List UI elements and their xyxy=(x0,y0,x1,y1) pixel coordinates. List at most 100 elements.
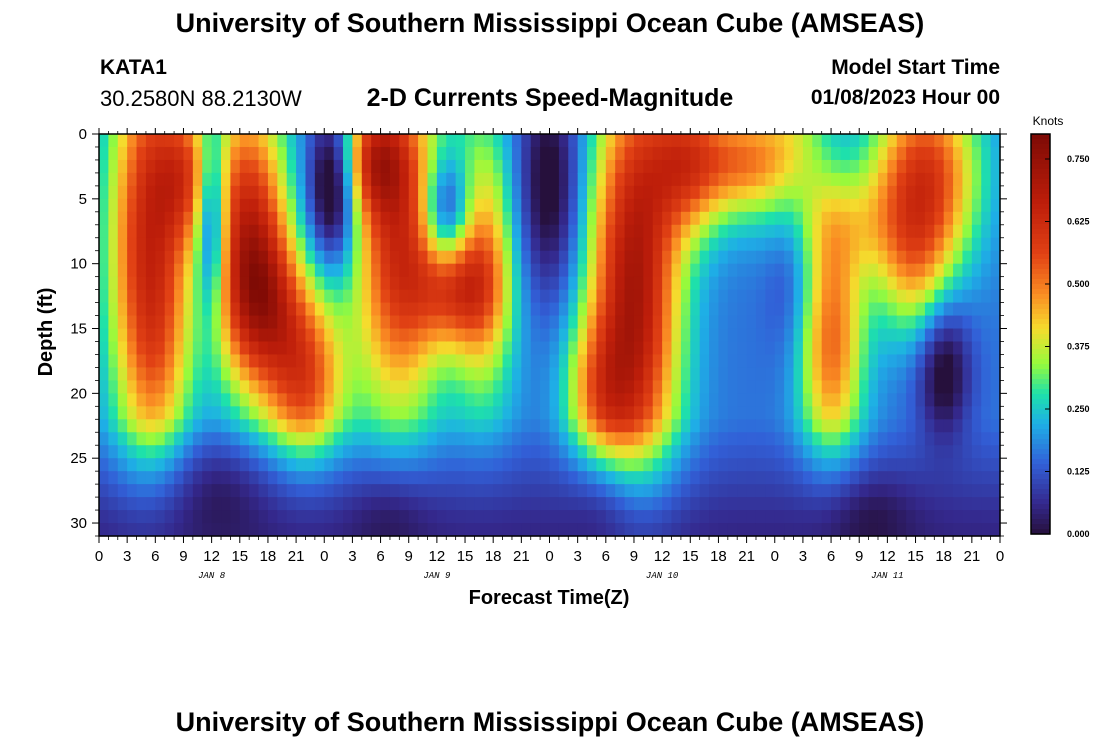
heatmap-cell xyxy=(521,458,532,472)
heatmap-cell xyxy=(530,380,541,394)
heatmap-cell xyxy=(108,380,119,394)
heatmap-cell xyxy=(493,393,504,407)
heatmap-cell xyxy=(727,393,738,407)
heatmap-cell xyxy=(765,445,776,459)
heatmap-cell xyxy=(615,471,626,485)
heatmap-cell xyxy=(643,432,654,446)
heatmap-cell xyxy=(108,289,119,304)
heatmap-cell xyxy=(558,484,569,498)
heatmap-cell xyxy=(296,250,307,265)
heatmap-cell xyxy=(540,380,551,394)
heatmap-cell xyxy=(333,159,344,174)
heatmap-cell xyxy=(380,185,391,200)
heatmap-cell xyxy=(596,419,607,433)
heatmap-cell xyxy=(174,471,185,485)
heatmap-cell xyxy=(605,445,616,459)
heatmap-cell xyxy=(314,276,325,291)
heatmap-cell xyxy=(596,250,607,265)
heatmap-cell xyxy=(615,146,626,161)
heatmap-cell xyxy=(221,146,231,161)
heatmap-cell xyxy=(145,510,156,524)
heatmap-cell xyxy=(962,458,973,472)
heatmap-cell xyxy=(258,172,269,187)
heatmap-cell xyxy=(286,328,297,343)
heatmap-cell xyxy=(821,458,832,472)
colorbar-segment xyxy=(1031,329,1050,335)
y-tick-label: 25 xyxy=(70,450,87,467)
heatmap-cell xyxy=(343,172,354,187)
heatmap-cell xyxy=(877,263,888,278)
heatmap-cell xyxy=(455,224,466,239)
heatmap-cell xyxy=(427,406,438,420)
heatmap-cell xyxy=(633,263,644,278)
heatmap-cell xyxy=(558,432,569,446)
heatmap-cell xyxy=(934,393,945,407)
heatmap-cell xyxy=(408,159,419,174)
heatmap-cell xyxy=(718,250,729,265)
heatmap-cell xyxy=(859,393,870,407)
heatmap-cell xyxy=(389,523,400,537)
heatmap-cell xyxy=(877,523,888,537)
heatmap-cell xyxy=(352,315,363,330)
heatmap-cell xyxy=(136,380,147,394)
heatmap-cell xyxy=(671,393,682,407)
heatmap-cell xyxy=(793,237,804,252)
heatmap-cell xyxy=(493,458,504,472)
heatmap-cell xyxy=(699,523,710,537)
heatmap-cell xyxy=(314,406,325,420)
heatmap-cell xyxy=(192,406,203,420)
colorbar-segment xyxy=(1031,449,1050,455)
colorbar-segment xyxy=(1031,379,1050,385)
heatmap-cell xyxy=(324,302,335,317)
heatmap-cell xyxy=(727,406,738,420)
heatmap-cell xyxy=(990,263,1001,278)
heatmap-cell xyxy=(380,484,391,498)
heatmap-cell xyxy=(211,146,222,161)
heatmap-cell xyxy=(455,263,466,278)
heatmap-cell xyxy=(127,484,138,498)
heatmap-cell xyxy=(558,510,569,524)
heatmap-cell xyxy=(643,315,654,330)
heatmap-cell xyxy=(765,185,776,200)
heatmap-cell xyxy=(155,380,166,394)
heatmap-cell xyxy=(680,354,691,369)
heatmap-cell xyxy=(333,302,344,317)
heatmap-cell xyxy=(99,432,109,446)
heatmap-cell xyxy=(314,289,325,304)
heatmap-cell xyxy=(990,302,1001,317)
heatmap-cell xyxy=(296,134,307,148)
heatmap-cell xyxy=(868,172,879,187)
colorbar-segment xyxy=(1031,189,1050,195)
heatmap-cell xyxy=(793,315,804,330)
heatmap-cell xyxy=(896,445,907,459)
heatmap-cell xyxy=(136,289,147,304)
heatmap-cell xyxy=(117,419,128,433)
heatmap-cell xyxy=(558,276,569,291)
heatmap-cell xyxy=(530,458,541,472)
heatmap-cell xyxy=(314,198,325,213)
heatmap-cell xyxy=(239,367,250,381)
heatmap-cell xyxy=(230,354,241,369)
heatmap-cell xyxy=(343,380,354,394)
heatmap-cell xyxy=(624,328,635,343)
heatmap-cell xyxy=(211,484,222,498)
heatmap-cell xyxy=(793,172,804,187)
heatmap-cell xyxy=(211,445,222,459)
heatmap-cell xyxy=(793,134,804,148)
heatmap-cell xyxy=(540,315,551,330)
heatmap-cell xyxy=(211,523,222,537)
heatmap-cell xyxy=(530,484,541,498)
heatmap-cell xyxy=(671,523,682,537)
heatmap-cell xyxy=(455,302,466,317)
heatmap-cell xyxy=(192,263,203,278)
heatmap-cell xyxy=(558,315,569,330)
heatmap-cell xyxy=(343,224,354,239)
heatmap-cell xyxy=(633,237,644,252)
heatmap-cell xyxy=(483,315,494,330)
heatmap-cell xyxy=(953,250,964,265)
heatmap-cell xyxy=(502,497,513,511)
heatmap-cell xyxy=(577,406,588,420)
heatmap-cell xyxy=(267,419,278,433)
heatmap-cell xyxy=(877,289,888,304)
heatmap-cell xyxy=(399,159,410,174)
